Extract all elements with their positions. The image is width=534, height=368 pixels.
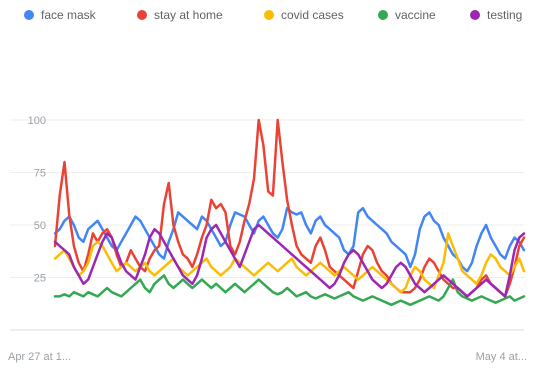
legend-dot-icon	[264, 10, 274, 20]
series-line-testing	[53, 223, 526, 298]
legend-item-stay-at-home[interactable]: stay at home	[137, 6, 223, 24]
legend-item-testing[interactable]: testing	[470, 6, 522, 24]
chart-legend: face mask stay at home covid cases vaccine t…	[0, 0, 534, 30]
legend-item-vaccine[interactable]: vaccine	[378, 6, 436, 24]
y-tick-label: 75	[34, 168, 46, 180]
legend-dot-icon	[470, 10, 480, 20]
x-axis-start-label: Apr 27 at 1...	[8, 351, 71, 363]
x-axis-end-label: May 4 at...	[476, 351, 527, 363]
y-tick-label: 100	[28, 115, 46, 127]
legend-dot-icon	[24, 10, 34, 20]
y-tick-label: 25	[34, 273, 46, 285]
y-tick-label: 50	[34, 220, 46, 232]
legend-label: stay at home	[154, 8, 223, 22]
legend-dot-icon	[378, 10, 388, 20]
legend-item-face-mask[interactable]: face mask	[24, 6, 96, 24]
legend-label: covid cases	[281, 8, 344, 22]
legend-label: face mask	[41, 8, 96, 22]
series-line-covid-cases	[53, 232, 526, 294]
legend-label: vaccine	[395, 8, 436, 22]
series-line-vaccine	[53, 274, 526, 307]
legend-label: testing	[487, 8, 523, 22]
series-lines	[53, 118, 526, 307]
legend-item-covid-cases[interactable]: covid cases	[264, 6, 344, 24]
legend-dot-icon	[137, 10, 147, 20]
y-axis-ticks: 100 75 50 25	[28, 115, 46, 285]
series-line-stay-at-home	[53, 118, 526, 298]
